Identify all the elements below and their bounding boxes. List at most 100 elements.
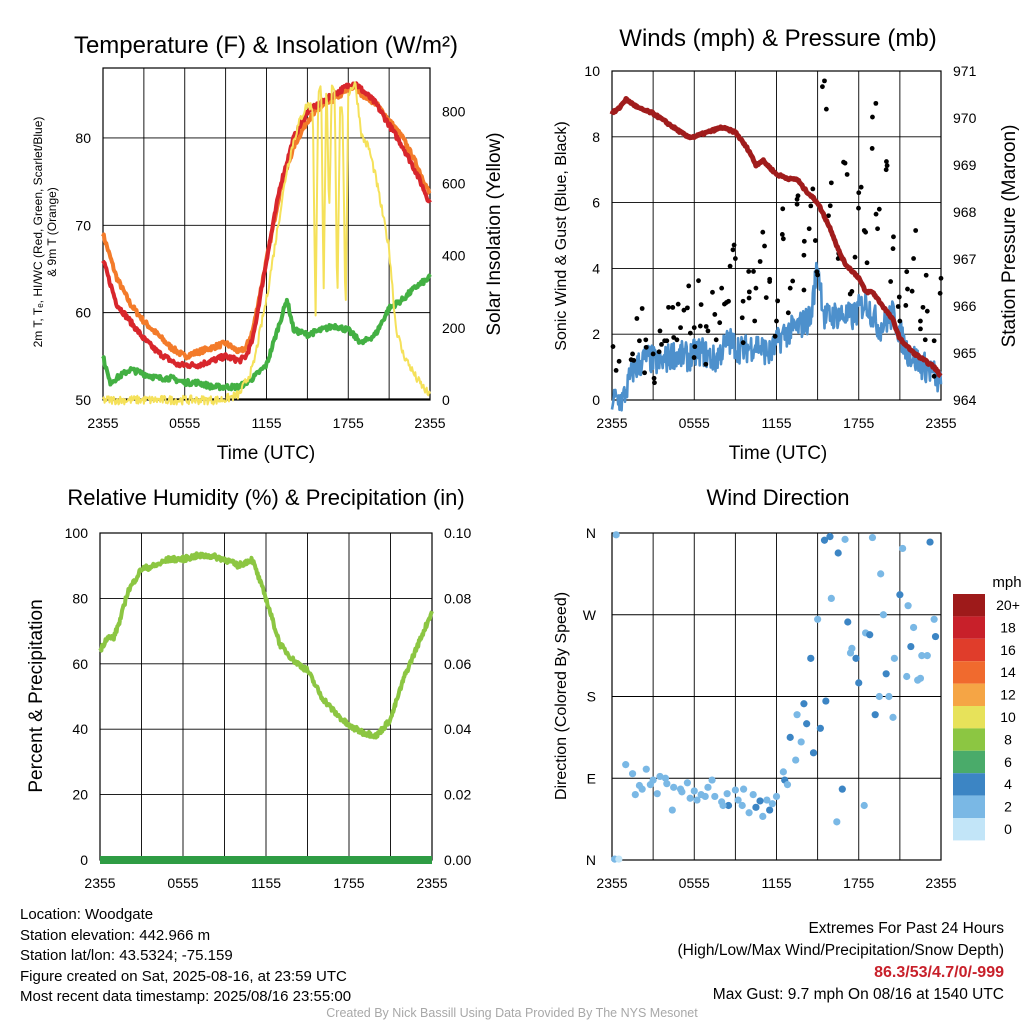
winddir-ylabel-left: Direction (Colored By Speed) <box>553 592 570 800</box>
winds-ylabel-right: Station Pressure (Maroon) <box>999 125 1020 348</box>
temp-ytick-right-label: 800 <box>442 103 466 119</box>
winddir-point <box>638 785 646 793</box>
winds-gust-point <box>696 278 701 284</box>
colorbar-label: 20+ <box>996 597 1020 613</box>
temp-series-2 <box>101 273 432 392</box>
colorbar-swatch <box>953 616 985 639</box>
winds-ytick-right-label: 969 <box>953 157 977 173</box>
winds-gust-point <box>891 234 896 240</box>
colorbar-swatch <box>953 683 985 706</box>
rh-ytick-label: 80 <box>72 590 88 606</box>
winds-gust-point <box>895 304 901 309</box>
winddir-point <box>814 615 822 623</box>
winds-gust-point <box>820 84 825 90</box>
temp-ytick-right-label: 400 <box>442 248 466 264</box>
rh-title: Relative Humidity (%) & Precipitation (i… <box>67 485 464 510</box>
winddir-point <box>792 756 800 764</box>
winds-gust-point <box>740 298 746 304</box>
colorbar-label: 10 <box>1000 709 1016 725</box>
winds-gust-point <box>938 275 944 281</box>
winddir-point <box>663 780 671 788</box>
winddir-point <box>809 749 818 757</box>
winds-gust-point <box>905 286 910 292</box>
winddir-point <box>756 797 764 805</box>
winds-gust-point <box>686 283 692 289</box>
winds-gust-point <box>643 337 649 343</box>
colorbar-label: 0 <box>1004 821 1012 837</box>
winds-gust-point <box>856 190 862 196</box>
winddir-point <box>752 803 760 811</box>
winddir-point <box>860 801 868 810</box>
winds-gust-point <box>780 206 786 212</box>
winds-title: Winds (mph) & Pressure (mb) <box>619 25 936 52</box>
winds-ylabel-left: Sonic Wind & Gust (Blue, Black) <box>553 121 570 350</box>
station-info: Location: Woodgate Station elevation: 44… <box>20 905 351 1008</box>
winddir-point <box>882 670 890 678</box>
colorbar-label: 2 <box>1004 799 1012 815</box>
winddir-point <box>738 801 746 810</box>
winddir-point <box>631 791 639 799</box>
winddir-point <box>701 792 709 801</box>
winddir-point <box>766 806 774 814</box>
winds-gust-point <box>864 260 870 266</box>
winds-gust-point <box>639 306 645 311</box>
winds-gust-point <box>757 259 763 264</box>
winds-gust-point <box>678 325 683 331</box>
winddir-point <box>800 700 808 708</box>
extremes-subtitle: (High/Low/Max Wind/Precipitation/Snow De… <box>677 942 1005 959</box>
winds-gust-point <box>852 254 858 260</box>
winds-gust-point <box>703 361 709 367</box>
extremes-panel: Extremes For Past 24 Hours (High/Low/Max… <box>678 918 1005 1006</box>
winds-gust-point <box>687 330 693 336</box>
winddir-point <box>768 800 776 808</box>
temp-ylabel-line2: & 9m T (Orange) <box>45 187 59 277</box>
winds-gust-point <box>883 167 889 173</box>
winds-gust-point <box>876 206 882 212</box>
winds-gust-point <box>703 324 709 329</box>
winds-gust-point <box>692 344 698 350</box>
winddir-point <box>846 649 855 657</box>
rh-ylabel-left: Percent & Precipitation <box>26 599 47 792</box>
winds-gust-point <box>719 285 725 291</box>
winds-gust-point <box>937 290 943 296</box>
winds-gust-point <box>806 226 812 232</box>
colorbar-swatch <box>953 818 985 841</box>
winds-gust-point <box>823 106 829 112</box>
credit-line: Created By Nick Bassill Using Data Provi… <box>326 1006 698 1020</box>
winds-gust-point <box>705 328 711 334</box>
winds-gust-point <box>822 78 827 84</box>
colorbar-swatch <box>953 773 985 796</box>
winddir-xtick-label: 2355 <box>925 875 956 891</box>
winds-gust-point <box>751 269 756 274</box>
winddir-point <box>793 711 801 719</box>
rh-ytick-label: 100 <box>65 525 89 541</box>
winddir-title: Wind Direction <box>706 485 849 510</box>
winds-gust-point <box>847 291 853 297</box>
winddir-point <box>885 692 893 701</box>
winds-gust-point <box>760 229 766 235</box>
rh-ytick-right-label: 0.02 <box>444 787 471 803</box>
winds-gust-point <box>785 310 791 316</box>
winddir-point <box>670 783 678 791</box>
winds-gust-point <box>920 304 926 310</box>
winds-gust-point <box>616 358 622 364</box>
winddir-point <box>926 538 934 546</box>
winddir-point <box>693 796 701 804</box>
rh-line <box>98 551 434 740</box>
winds-gust-point <box>630 351 635 357</box>
winds-gust-point <box>856 205 861 211</box>
winddir-point <box>690 787 698 795</box>
temp-xtick-label: 1155 <box>251 415 281 431</box>
colorbar-swatch <box>953 706 985 729</box>
rh-ytick-right-label: 0.08 <box>444 590 471 606</box>
winds-gust-point <box>746 289 752 295</box>
winds-gust-point <box>808 203 814 209</box>
winddir-point <box>909 623 918 632</box>
winds-gust-point <box>923 272 929 278</box>
winds-gust-point <box>873 211 879 217</box>
winds-gust-point <box>740 340 746 346</box>
winddir-point <box>740 785 748 793</box>
station-latlon: Station lat/lon: 43.5324; -75.159 <box>20 947 233 964</box>
figure-created: Figure created on Sat, 2025-08-16, at 23… <box>20 967 347 985</box>
winddir-point <box>779 768 787 776</box>
